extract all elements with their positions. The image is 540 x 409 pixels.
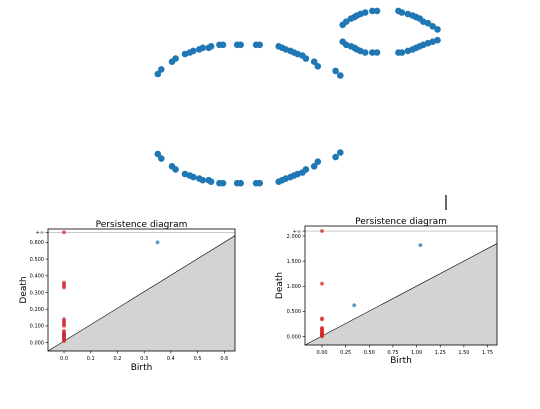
chart-title: Persistence diagram: [355, 217, 447, 227]
plot-frame: [304, 225, 498, 346]
h1-point: [352, 303, 357, 308]
cloud-point: [373, 49, 381, 56]
x-tick-label: 1.25: [435, 350, 446, 356]
x-tick-label: 0.2: [113, 356, 121, 362]
cloud-point: [434, 36, 441, 44]
cloud-point: [361, 49, 369, 56]
cloud-point: [237, 41, 244, 49]
cloud-point: [158, 155, 165, 162]
y-tick-label: 0.300: [30, 290, 44, 296]
y-tick-label: 0.600: [30, 240, 44, 246]
cloud-point: [256, 41, 264, 49]
cloud-point: [172, 166, 179, 173]
cloud-point: [190, 47, 197, 55]
x-tick-label: 0.6: [220, 356, 228, 362]
y-tick-label: 0.100: [30, 324, 44, 330]
h0-point: [62, 339, 66, 343]
x-tick-label: 0.0: [60, 356, 68, 362]
cloud-point: [398, 49, 406, 56]
x-tick-label: 0.25: [340, 350, 351, 356]
cloud-point: [310, 163, 318, 170]
cloud-point: [332, 67, 339, 75]
diagonal-line: [47, 235, 236, 352]
cloud-point: [369, 49, 376, 56]
h0-point: [320, 229, 324, 233]
cloud-point: [219, 41, 227, 49]
y-tick-label: 2.000: [287, 234, 301, 240]
h0-point: [62, 324, 66, 328]
x-tick-label: 0.00: [316, 350, 327, 356]
cloud-point: [302, 166, 310, 173]
y-tick-label: 1.000: [287, 284, 301, 290]
cloud-point: [207, 178, 215, 185]
x-tick-label: 0.3: [140, 356, 148, 362]
persistence-diagram-right: 0.00 0.25 0.50 0.75 1.00 1.25 1.50 1.75 0.000 0.5…: [275, 217, 498, 366]
cloud-point: [398, 9, 406, 16]
x-tick-label: 1.75: [482, 350, 493, 356]
plot-frame: [47, 228, 236, 352]
cloud-point: [310, 58, 318, 65]
x-tick-label: 0.4: [167, 356, 175, 362]
y-tick-label: 0.400: [30, 274, 44, 280]
y-tick-label: 0.200: [30, 307, 44, 313]
h0-point: [62, 285, 66, 290]
x-axis-label: Birth: [131, 363, 153, 373]
y-tick-label: 1.500: [287, 259, 301, 265]
diagonal-line: [304, 243, 498, 346]
x-tick-label: 0.50: [364, 350, 375, 356]
chart-title: Persistence diagram: [96, 220, 188, 230]
cloud-point: [369, 7, 376, 15]
y-tick-label: 0.000: [287, 334, 301, 340]
x-tick-label: 0.75: [387, 350, 398, 356]
x-tick-label: 0.1: [87, 356, 95, 362]
cloud-point: [158, 66, 165, 73]
cloud-point: [302, 55, 310, 62]
cloud-point: [373, 7, 381, 15]
x-tick-label: 0.5: [194, 356, 202, 362]
cloud-point: [342, 18, 350, 26]
cloud-point: [190, 173, 197, 181]
cloud-point: [424, 19, 432, 27]
y-tick-label: 0.500: [287, 309, 301, 315]
cloud-point: [361, 9, 369, 16]
cloud-point: [314, 63, 322, 70]
y-tick-label: 0.000: [30, 340, 44, 346]
persistence-diagram-left: 0.0 0.1 0.2 0.3 0.4 0.5 0.6 0.000 0.100 0.200 0.30…: [19, 220, 236, 373]
cloud-point: [237, 179, 244, 187]
cloud-point: [332, 153, 339, 161]
point-cloud-plot: [154, 7, 441, 187]
cloud-point: [429, 23, 437, 30]
cloud-point: [219, 179, 227, 187]
cloud-point: [314, 158, 322, 165]
h0-point: [320, 317, 324, 322]
cloud-point: [199, 176, 207, 184]
cloud-point: [154, 70, 162, 78]
cloud-point: [256, 179, 264, 187]
cloud-point: [172, 55, 179, 62]
x-tick-label: 1.50: [458, 350, 469, 356]
y-axis-label: Death: [275, 272, 285, 299]
cloud-point: [207, 43, 215, 50]
x-tick-label: 1.00: [411, 350, 422, 356]
cloud-point: [337, 72, 344, 79]
h0-point: [320, 334, 324, 339]
h1-point: [418, 243, 423, 248]
h1-point: [155, 240, 160, 245]
y-tick-label: 0.500: [30, 257, 44, 263]
cloud-point: [154, 150, 162, 158]
h0-point: [62, 230, 66, 235]
cloud-point: [434, 26, 441, 33]
x-axis-label: Birth: [390, 356, 412, 366]
cloud-point: [337, 149, 344, 156]
y-tick-label: +∞: [293, 229, 301, 235]
h0-point: [320, 281, 324, 286]
y-tick-label: +∞: [36, 230, 44, 236]
cloud-point: [199, 44, 207, 52]
y-axis-label: Death: [19, 276, 29, 303]
